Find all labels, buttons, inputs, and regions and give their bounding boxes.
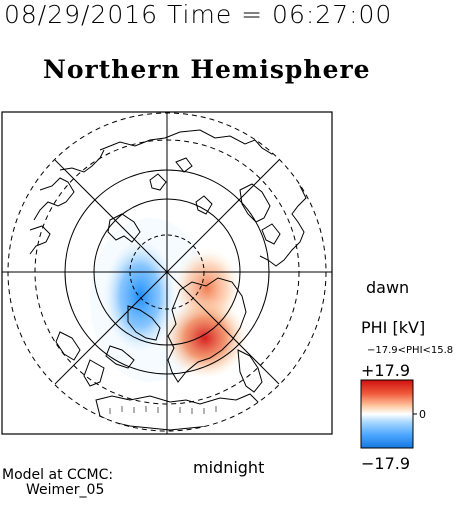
colorbar: 0	[360, 379, 426, 449]
polar-map-plot	[1, 111, 333, 435]
positive-cell-lower	[163, 298, 247, 378]
colorbar-title: PHI [kV]	[361, 318, 426, 337]
grid-ticks	[109, 406, 217, 414]
colorbar-min-label: −17.9	[361, 454, 411, 473]
colorbar-gradient	[360, 379, 414, 449]
model-credit-line2: Weimer_05	[26, 482, 105, 498]
hemisphere-title: Northern Hemisphere	[43, 55, 371, 84]
colorbar-zero-label: 0	[419, 408, 426, 421]
colorbar-range: −17.9<PHI<15.8	[367, 345, 454, 356]
dawn-label: dawn	[366, 278, 410, 297]
negative-cell	[104, 240, 176, 352]
model-credit-line1: Model at CCMC:	[2, 467, 114, 483]
datetime-header: 08/29/2016 Time = 06:27:00	[4, 0, 393, 29]
meridian-lines	[2, 112, 332, 434]
colorbar-max-label: +17.9	[361, 361, 411, 380]
model-credit: Model at CCMC: Weimer_05	[2, 468, 113, 498]
midnight-label: midnight	[193, 458, 265, 477]
